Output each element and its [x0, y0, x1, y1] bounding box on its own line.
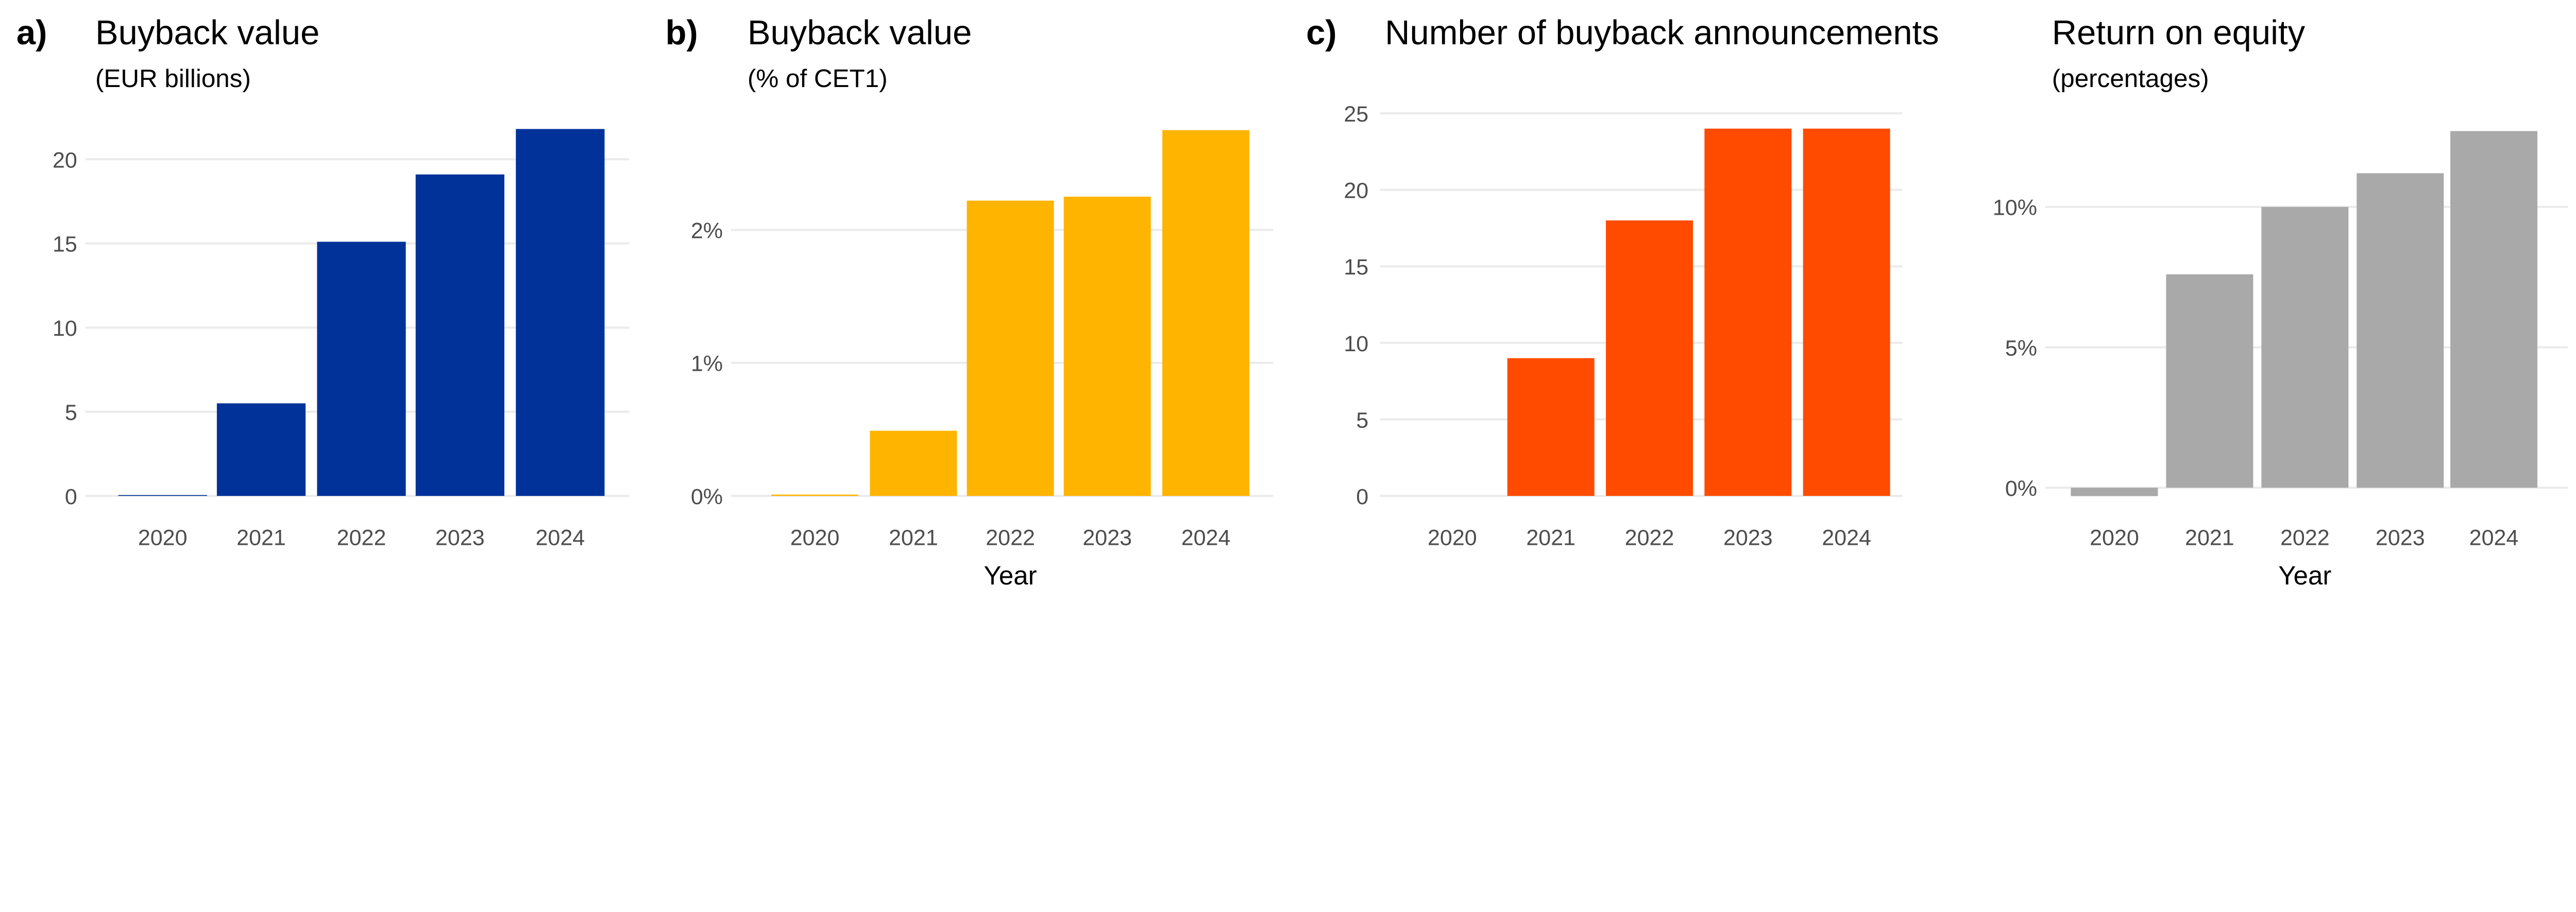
panel-title: Number of buyback announcements — [1385, 13, 1939, 52]
x-tick-label: 2020 — [138, 526, 188, 550]
bar-2022 — [317, 242, 406, 496]
bar-2022 — [2261, 207, 2349, 488]
y-tick-label: 25 — [1344, 102, 1368, 127]
x-tick-label: 2023 — [1082, 526, 1132, 550]
y-tick-label: 20 — [1344, 179, 1368, 203]
x-tick-label: 2024 — [2469, 526, 2519, 550]
bar-2021 — [1507, 358, 1595, 496]
y-tick-label: 10% — [1993, 196, 2037, 220]
panel-subtitle: (percentages) — [2052, 64, 2209, 93]
bar-2024 — [1803, 128, 1890, 496]
y-tick-label: 0% — [2005, 476, 2037, 501]
panel-label: a) — [16, 13, 47, 52]
x-axis-title: Year — [2278, 561, 2331, 590]
y-tick-label: 15 — [53, 232, 77, 257]
bar-2022 — [1606, 220, 1693, 496]
panel-title: Buyback value — [748, 13, 972, 52]
x-tick-label: 2023 — [1723, 526, 1773, 550]
bar-2023 — [1063, 196, 1151, 496]
bar-2022 — [967, 200, 1054, 496]
panel-label: c) — [1306, 13, 1337, 52]
x-tick-label: 2022 — [986, 526, 1035, 550]
y-tick-label: 1% — [691, 352, 723, 376]
bar-2020 — [771, 494, 859, 496]
y-tick-label: 2% — [691, 218, 723, 243]
panel-title: Return on equity — [2052, 13, 2306, 52]
x-tick-label: 2023 — [435, 526, 485, 550]
panel-subtitle: (% of CET1) — [748, 64, 888, 93]
y-tick-label: 5 — [1356, 408, 1368, 433]
x-axis-title: Year — [984, 561, 1037, 590]
bar-2024 — [1162, 130, 1250, 496]
bar-2023 — [2357, 173, 2444, 488]
y-tick-label: 0% — [691, 485, 723, 509]
y-tick-label: 0 — [1356, 485, 1368, 509]
x-tick-label: 2022 — [337, 526, 386, 550]
y-tick-label: 5% — [2005, 336, 2037, 360]
x-tick-label: 2024 — [1822, 526, 1871, 550]
x-tick-label: 2021 — [889, 526, 938, 550]
bar-2023 — [1704, 128, 1792, 496]
bar-2021 — [870, 431, 957, 496]
figure: a) Buyback value(EUR billions)05101520202… — [16, 13, 2568, 590]
x-tick-label: 2024 — [536, 526, 585, 550]
panel-subtitle: (EUR billions) — [95, 64, 251, 93]
bar-2023 — [415, 174, 504, 496]
x-tick-label: 2020 — [1428, 526, 1477, 550]
bar-2021 — [2166, 274, 2253, 488]
y-tick-label: 15 — [1344, 255, 1368, 280]
x-tick-label: 2020 — [2090, 526, 2139, 550]
y-tick-label: 10 — [53, 316, 77, 341]
x-tick-label: 2022 — [2280, 526, 2330, 550]
bar-2024 — [2450, 131, 2538, 488]
x-tick-label: 2023 — [2376, 526, 2425, 550]
bar-2020 — [2071, 488, 2158, 496]
x-tick-label: 2020 — [790, 526, 840, 550]
x-tick-label: 2021 — [236, 526, 286, 550]
y-tick-label: 5 — [65, 401, 77, 425]
panel-label: b) — [665, 13, 698, 52]
y-tick-label: 0 — [65, 485, 77, 509]
y-tick-label: 10 — [1344, 332, 1368, 356]
bar-2024 — [516, 129, 605, 496]
bar-2021 — [216, 403, 306, 496]
bar-2020 — [118, 495, 207, 496]
x-tick-label: 2021 — [2185, 526, 2234, 550]
x-tick-label: 2024 — [1181, 526, 1231, 550]
x-tick-label: 2021 — [1526, 526, 1575, 550]
panel-title: Buyback value — [95, 13, 319, 52]
x-tick-label: 2022 — [1625, 526, 1674, 550]
y-tick-label: 20 — [53, 148, 77, 173]
